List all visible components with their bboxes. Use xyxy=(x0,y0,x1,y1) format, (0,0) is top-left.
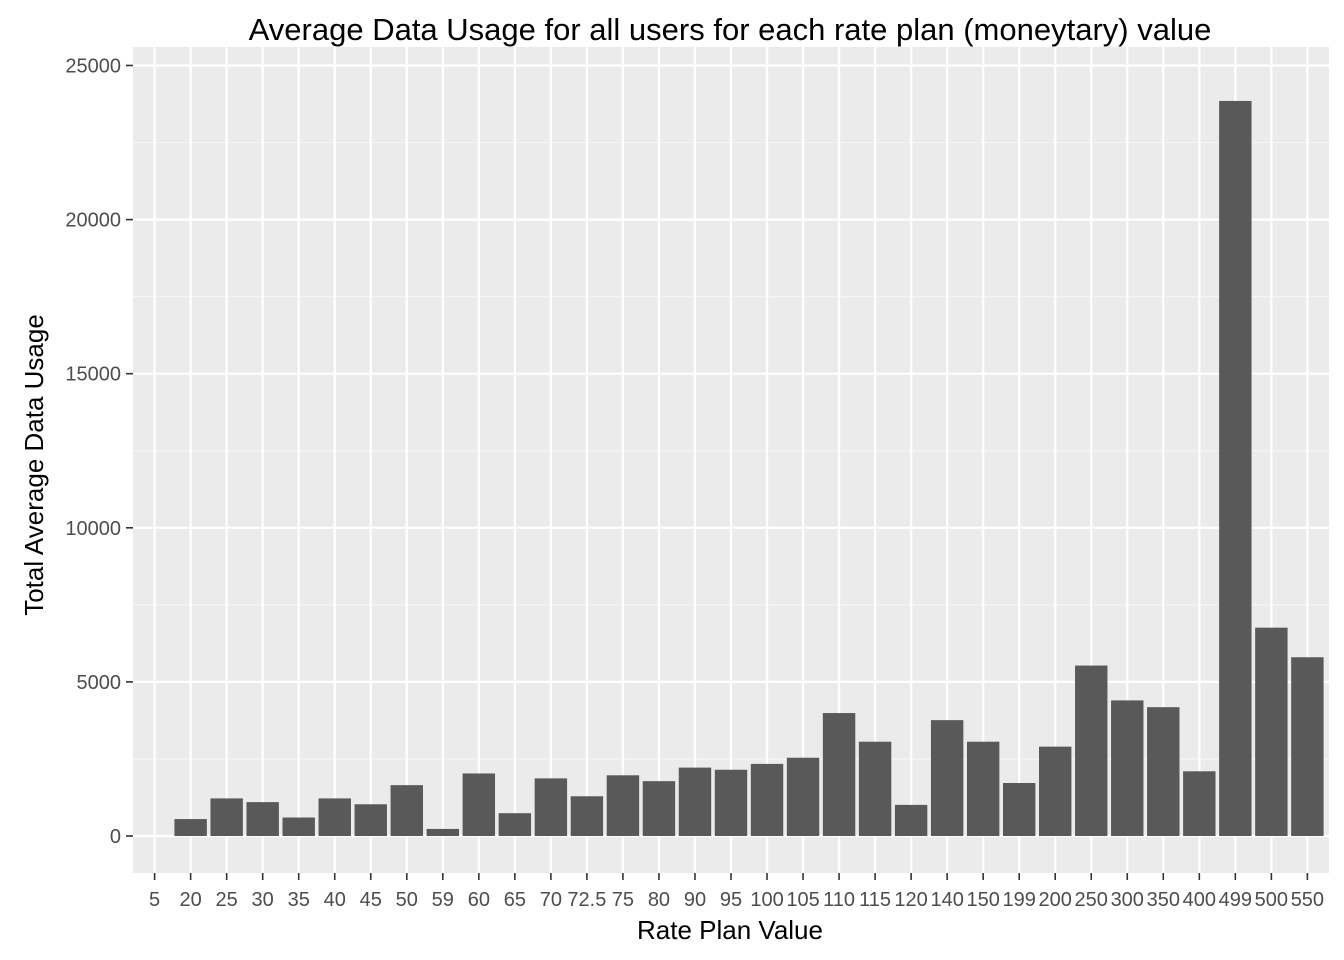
x-tick-label: 199 xyxy=(1003,889,1036,911)
bar-95 xyxy=(714,769,748,837)
x-tick-label: 350 xyxy=(1147,889,1180,911)
x-tick-label: 150 xyxy=(966,889,999,911)
x-tick-label: 20 xyxy=(180,889,202,911)
bar-80 xyxy=(642,781,676,837)
bar-400 xyxy=(1183,771,1216,837)
bar-70 xyxy=(534,778,568,837)
bar-499 xyxy=(1219,100,1252,837)
x-tick-label: 105 xyxy=(786,889,819,911)
x-tick-label: 70 xyxy=(540,889,562,911)
x-tick-label: 200 xyxy=(1039,889,1072,911)
x-tick-label: 400 xyxy=(1183,889,1216,911)
bar-105 xyxy=(786,757,820,837)
y-tick-label: 25000 xyxy=(65,55,121,77)
bar-65 xyxy=(498,813,532,837)
y-tick-label: 15000 xyxy=(65,364,121,386)
x-tick-label: 30 xyxy=(252,889,274,911)
x-tick-label: 250 xyxy=(1075,889,1108,911)
x-tick-label: 65 xyxy=(504,889,526,911)
x-axis: 5 20 25 30 35 40 45 50 59 60 65 70 72.5 75 80 90 95 100 10… xyxy=(149,873,1324,911)
y-tick-label: 0 xyxy=(110,826,121,848)
chart-title: Average Data Usage for all users for eac… xyxy=(249,12,1212,47)
x-axis-title: Rate Plan Value xyxy=(637,915,823,945)
bar-35 xyxy=(282,817,315,837)
bar-20 xyxy=(174,819,207,837)
y-tick-label: 20000 xyxy=(65,210,121,232)
bar-250 xyxy=(1075,665,1108,837)
bar-75 xyxy=(606,775,640,837)
bar-90 xyxy=(678,767,712,837)
bar-200 xyxy=(1039,746,1072,837)
bar-72.5 xyxy=(570,796,604,837)
bar-50 xyxy=(390,785,423,837)
bar-40 xyxy=(318,798,351,837)
x-tick-label: 72.5 xyxy=(567,889,606,911)
bar-199 xyxy=(1002,783,1036,837)
bar-140 xyxy=(930,720,964,837)
bar-115 xyxy=(858,741,892,837)
y-axis: 0 5000 10000 15000 20000 25000 xyxy=(65,55,133,848)
bar-500 xyxy=(1255,627,1288,837)
bar-350 xyxy=(1147,707,1180,837)
bar-150 xyxy=(966,741,1000,837)
x-tick-label: 90 xyxy=(684,889,706,911)
bar-59 xyxy=(426,828,460,837)
x-tick-label: 110 xyxy=(823,889,855,911)
x-tick-label: 35 xyxy=(288,889,310,911)
bar-300 xyxy=(1111,700,1144,837)
x-tick-label: 550 xyxy=(1291,889,1324,911)
x-tick-label: 80 xyxy=(648,889,670,911)
bar-100 xyxy=(750,763,784,837)
x-tick-label: 40 xyxy=(324,889,346,911)
x-tick-label: 499 xyxy=(1219,889,1252,911)
x-tick-label: 120 xyxy=(894,889,927,911)
x-tick-label: 75 xyxy=(612,889,634,911)
y-axis-title: Total Average Data Usage xyxy=(19,314,49,616)
x-tick-label: 100 xyxy=(750,889,783,911)
x-tick-label: 300 xyxy=(1111,889,1144,911)
x-tick-label: 45 xyxy=(360,889,382,911)
bar-120 xyxy=(894,804,928,837)
bar-550 xyxy=(1291,657,1324,837)
bar-110 xyxy=(822,713,856,837)
x-tick-label: 95 xyxy=(720,889,742,911)
bar-60 xyxy=(462,773,496,837)
x-tick-label: 140 xyxy=(930,889,963,911)
x-tick-label: 5 xyxy=(149,889,160,911)
bar-45 xyxy=(354,804,387,837)
x-tick-label: 50 xyxy=(396,889,418,911)
y-tick-label: 10000 xyxy=(65,518,121,540)
y-tick-label: 5000 xyxy=(77,672,122,694)
x-tick-label: 60 xyxy=(468,889,490,911)
x-tick-label: 115 xyxy=(859,889,891,911)
bar-25 xyxy=(210,798,243,837)
x-tick-label: 59 xyxy=(432,889,454,911)
x-tick-label: 500 xyxy=(1255,889,1288,911)
bars xyxy=(174,100,1324,837)
bar-30 xyxy=(246,802,279,837)
x-tick-label: 25 xyxy=(216,889,238,911)
